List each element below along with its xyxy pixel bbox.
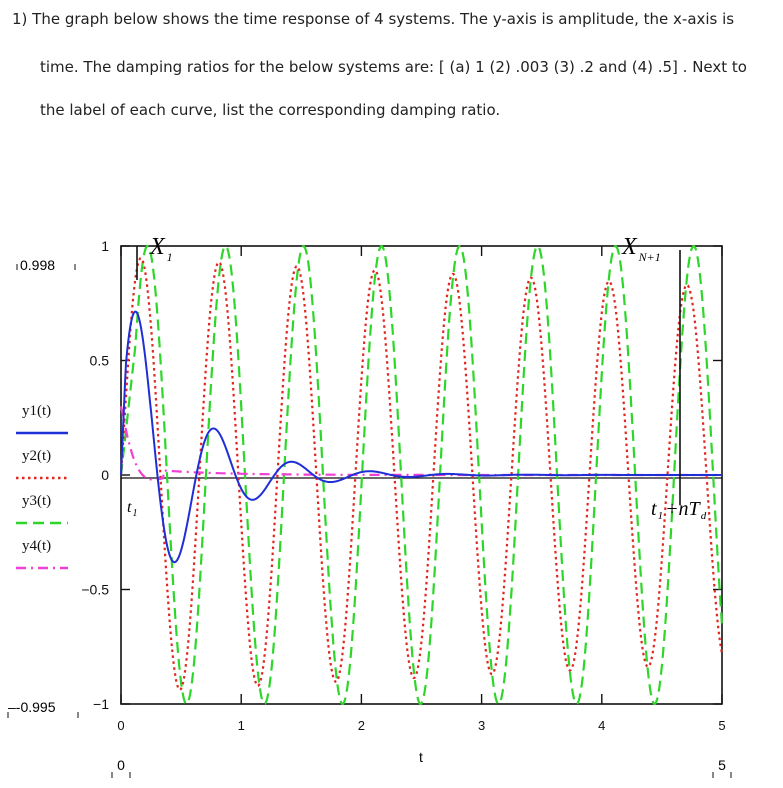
question-line-3: the label of each curve, list the corres… <box>40 101 501 119</box>
series-group <box>119 244 724 706</box>
y-tick-label: 1 <box>101 238 109 254</box>
x-tick-label: 4 <box>598 718 605 733</box>
x-tick-label: 0 <box>117 718 124 733</box>
x-min-range-label: 0 <box>117 757 125 773</box>
tn-annotation: t1 +nTd <box>651 498 707 522</box>
x-tick-label: 3 <box>478 718 485 733</box>
y-tick-label: 0.5 <box>90 353 110 369</box>
legend: y1(t) y2(t) y3(t) y4(t) <box>16 403 68 570</box>
y-tick-label: −0.5 <box>81 582 109 598</box>
series-line-y1t <box>120 310 722 564</box>
legend-label: y3(t) <box>22 493 51 509</box>
t1-annotation: t1 <box>127 499 137 519</box>
y-tick-group: 1 0.5 0 −0.5 −1 <box>81 238 722 712</box>
y-min-range-label: –-0.995 <box>8 699 56 715</box>
series-line-y3t <box>119 244 724 706</box>
legend-label: y1(t) <box>22 403 51 419</box>
x-tick-group: 0 1 2 3 4 5 <box>117 246 726 733</box>
x-tick-label: 5 <box>718 718 725 733</box>
series-line-y4t <box>119 406 723 481</box>
y-max-range-label: 0.998 <box>20 257 55 273</box>
x-axis-title: t <box>419 749 423 765</box>
x-tick-label: 2 <box>358 718 365 733</box>
y-min-bracket <box>7 712 79 718</box>
xn-annotation: X N+1 <box>621 234 661 264</box>
legend-label: y2(t) <box>22 448 51 464</box>
x-range-brackets <box>111 772 732 778</box>
question-line-2: time. The damping ratios for the below s… <box>40 58 747 76</box>
x-max-range-label: 5 <box>718 757 726 773</box>
question-line-1: 1) The graph below shows the time respon… <box>12 10 735 28</box>
x-tick-label: 1 <box>238 718 245 733</box>
legend-label: y4(t) <box>22 538 51 554</box>
y-tick-label: −1 <box>93 696 109 712</box>
y-max-bracket <box>16 264 76 270</box>
y-tick-label: 0 <box>101 467 109 483</box>
